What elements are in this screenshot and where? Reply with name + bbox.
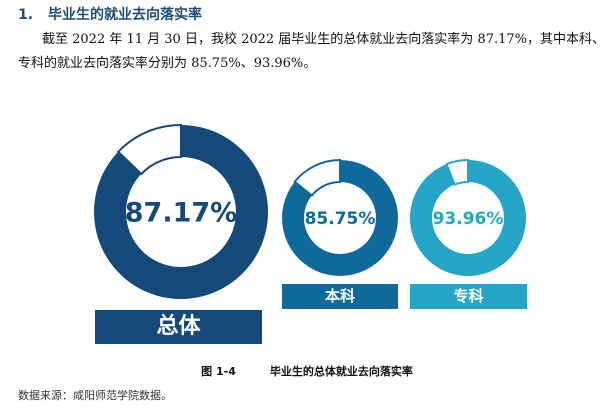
- figure-number: 图 1-4: [201, 365, 236, 378]
- label-bar-overall: 总体: [95, 310, 262, 344]
- summary-paragraph: 截至 2022 年 11 月 30 日，我校 2022 届毕业生的总体就业去向落…: [18, 28, 608, 76]
- donut-value-label: 85.75%: [305, 209, 376, 229]
- section-number: 1.: [18, 7, 34, 23]
- donut-value-label: 87.17%: [125, 198, 237, 229]
- donut-remainder: [116, 123, 182, 176]
- donut-segment: [410, 160, 527, 276]
- summary-text: 截至 2022 年 11 月 30 日，我校 2022 届毕业生的总体就业去向落…: [18, 32, 606, 71]
- donut-remainder: [293, 158, 341, 197]
- figure-title: 毕业生的总体就业去向落实率: [269, 365, 413, 378]
- donut-value-label: 93.96%: [433, 209, 504, 229]
- donut-segment: [94, 125, 269, 299]
- donut-remainder: [445, 158, 469, 186]
- label-bar-junior-college: 专科: [410, 284, 527, 309]
- label-junior-college: 专科: [453, 287, 484, 305]
- label-bar-undergrad: 本科: [282, 284, 398, 309]
- section-heading: 1. 毕业生的就业去向落实率: [18, 4, 202, 24]
- donut-segment: [282, 160, 399, 277]
- label-undergrad: 本科: [324, 287, 355, 305]
- section-title: 毕业生的就业去向落实率: [48, 7, 202, 23]
- label-overall: 总体: [156, 314, 201, 339]
- figure-caption: 图 1-4 毕业生的总体就业去向落实率: [0, 363, 614, 379]
- data-source: 数据来源：咸阳师范学院数据。: [18, 389, 172, 402]
